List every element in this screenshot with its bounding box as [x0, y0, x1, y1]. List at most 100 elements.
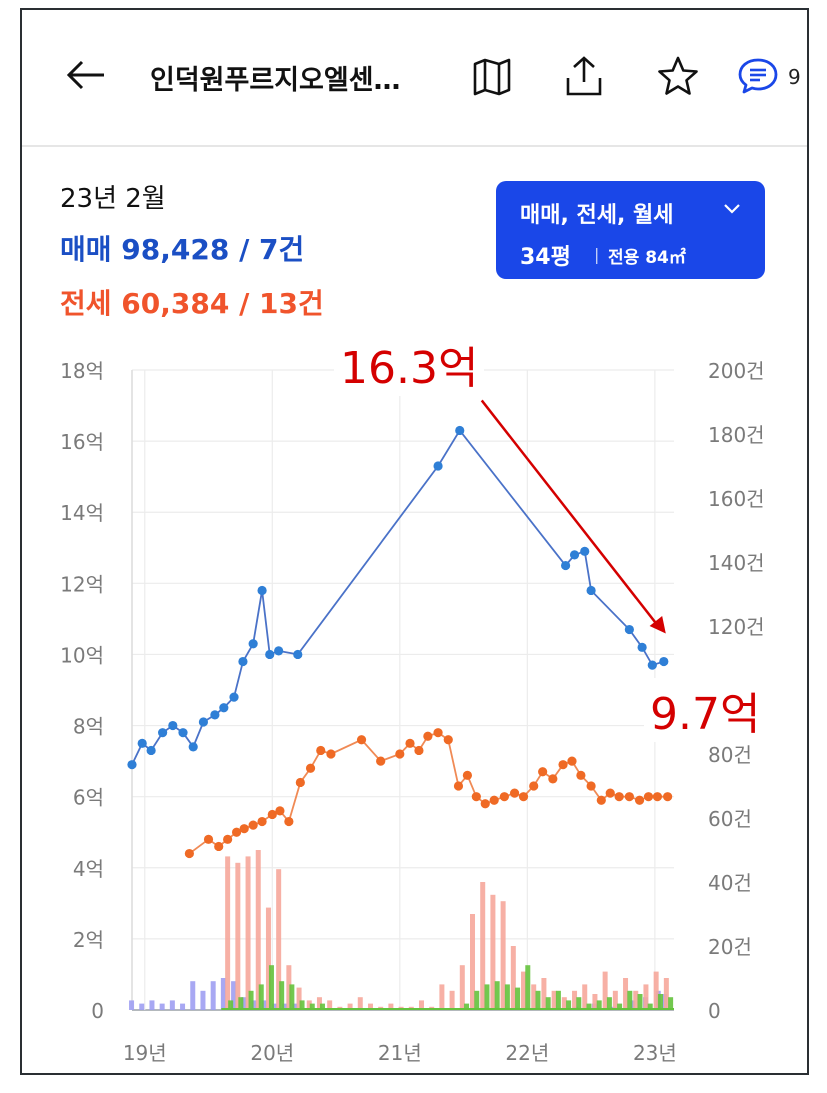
volume-bar — [515, 987, 521, 1010]
volume-bar — [159, 1003, 165, 1010]
jeonse-point — [614, 792, 624, 802]
volume-bar — [617, 1003, 623, 1010]
jeonse-point — [499, 792, 509, 802]
share-button[interactable] — [562, 54, 606, 98]
volume-bar — [241, 997, 247, 1010]
volume-bar — [459, 965, 465, 1010]
sale-point — [188, 742, 198, 752]
volume-bar — [251, 1000, 257, 1010]
jeonse-point — [443, 735, 453, 745]
sale-point — [127, 760, 137, 770]
volume-bar — [286, 965, 292, 1010]
volume-bar — [439, 984, 445, 1010]
volume-bar — [500, 901, 506, 1010]
jeonse-value: 60,384 / 13건 — [121, 287, 324, 320]
y-right-tick-label: 140건 — [708, 551, 765, 575]
volume-bar — [231, 981, 237, 1010]
volume-bar — [248, 990, 254, 1010]
jeonse-point — [548, 774, 558, 784]
jeonse-point — [624, 792, 634, 802]
volume-bar — [612, 990, 618, 1010]
volume-bar — [347, 1003, 353, 1010]
volume-bar — [367, 1003, 373, 1010]
price-chart: 02억4억6억8억10억12억14억16억18억020건40건60건80건100… — [60, 359, 765, 1065]
sale-point — [210, 710, 220, 720]
volume-bar — [228, 1000, 234, 1010]
jeonse-point — [652, 792, 663, 802]
jeonse-label: 전세 — [60, 287, 112, 320]
jeonse-point — [634, 795, 645, 805]
volume-bar — [668, 997, 674, 1010]
sale-summary: 매매 98,428 / 7건 — [60, 228, 304, 268]
exclusive-area: 전용 84㎡ — [608, 248, 686, 268]
volume-bar — [535, 990, 541, 1010]
jeonse-summary: 전세 60,384 / 13건 — [60, 282, 324, 322]
comment-button[interactable] — [736, 54, 780, 98]
y-right-tick-label: 200건 — [708, 359, 765, 383]
jeonse-point — [462, 770, 473, 780]
sale-value: 98,428 / 7건 — [121, 233, 305, 266]
jeonse-point — [326, 749, 336, 759]
volume-bar — [265, 907, 271, 1010]
volume-bar — [637, 994, 643, 1010]
y-left-tick-label: 10억 — [60, 643, 104, 667]
jeonse-point — [643, 792, 654, 802]
sale-point — [168, 720, 178, 731]
sale-point — [647, 660, 657, 670]
y-right-tick-label: 20건 — [708, 935, 752, 959]
volume-bar — [653, 971, 659, 1010]
volume-bar — [299, 1000, 305, 1010]
volume-bar — [627, 990, 633, 1010]
map-button[interactable] — [470, 54, 514, 98]
trade-filter-button[interactable]: 매매, 전세, 월세 34평 | 전용 84㎡ — [496, 181, 765, 279]
share-upload-icon — [566, 56, 602, 96]
jeonse-point — [248, 820, 258, 830]
y-left-tick-label: 8억 — [73, 715, 104, 739]
volume-bar — [602, 971, 608, 1010]
favorite-button[interactable] — [656, 54, 700, 98]
volume-bar — [582, 984, 588, 1010]
volume-bar — [504, 984, 510, 1010]
jeonse-point — [223, 834, 233, 844]
jeonse-point — [275, 806, 285, 816]
sale-point — [137, 738, 147, 748]
y-left-tick-label: 6억 — [73, 786, 104, 810]
jeonse-point — [576, 770, 586, 780]
volume-bar — [576, 997, 582, 1010]
jeonse-price-line — [188, 731, 668, 855]
volume-bar — [630, 1000, 636, 1010]
volume-bar — [566, 1000, 572, 1010]
sale-point — [433, 461, 443, 471]
volume-bar — [555, 990, 561, 1010]
volume-bar — [531, 984, 537, 1010]
volume-bar — [235, 862, 241, 1010]
trend-arrow-head — [649, 616, 666, 634]
volume-bar — [647, 1003, 653, 1010]
x-tick-label: 20년 — [250, 1041, 294, 1065]
comment-icon — [738, 58, 778, 94]
jeonse-point — [305, 763, 316, 773]
volume-bar — [279, 981, 285, 1010]
jeonse-point — [239, 824, 249, 834]
volume-bar — [238, 997, 244, 1010]
sale-point — [238, 656, 248, 667]
sale-point — [229, 692, 239, 702]
back-button[interactable] — [62, 50, 112, 100]
jeonse-point — [376, 756, 386, 766]
chevron-down-icon — [724, 204, 740, 214]
volume-bar — [271, 1003, 277, 1010]
volume-bar — [572, 990, 578, 1010]
x-tick-label: 23년 — [633, 1041, 677, 1065]
volume-bar — [149, 1000, 155, 1010]
top-bar: 인덕원푸르지오엘센… — [22, 10, 807, 147]
volume-bar — [261, 1000, 267, 1010]
sale-point — [158, 728, 168, 738]
size-pyeong: 34평 — [520, 245, 571, 270]
trade-types: 매매, 전세, 월세 — [520, 203, 674, 228]
jeonse-point — [529, 781, 539, 791]
y-right-tick-label: 0 — [708, 999, 721, 1023]
jeonse-point — [231, 827, 242, 837]
volume-bar — [561, 997, 567, 1010]
y-left-tick-label: 0 — [91, 999, 104, 1023]
y-left-tick-label: 4억 — [73, 857, 104, 881]
